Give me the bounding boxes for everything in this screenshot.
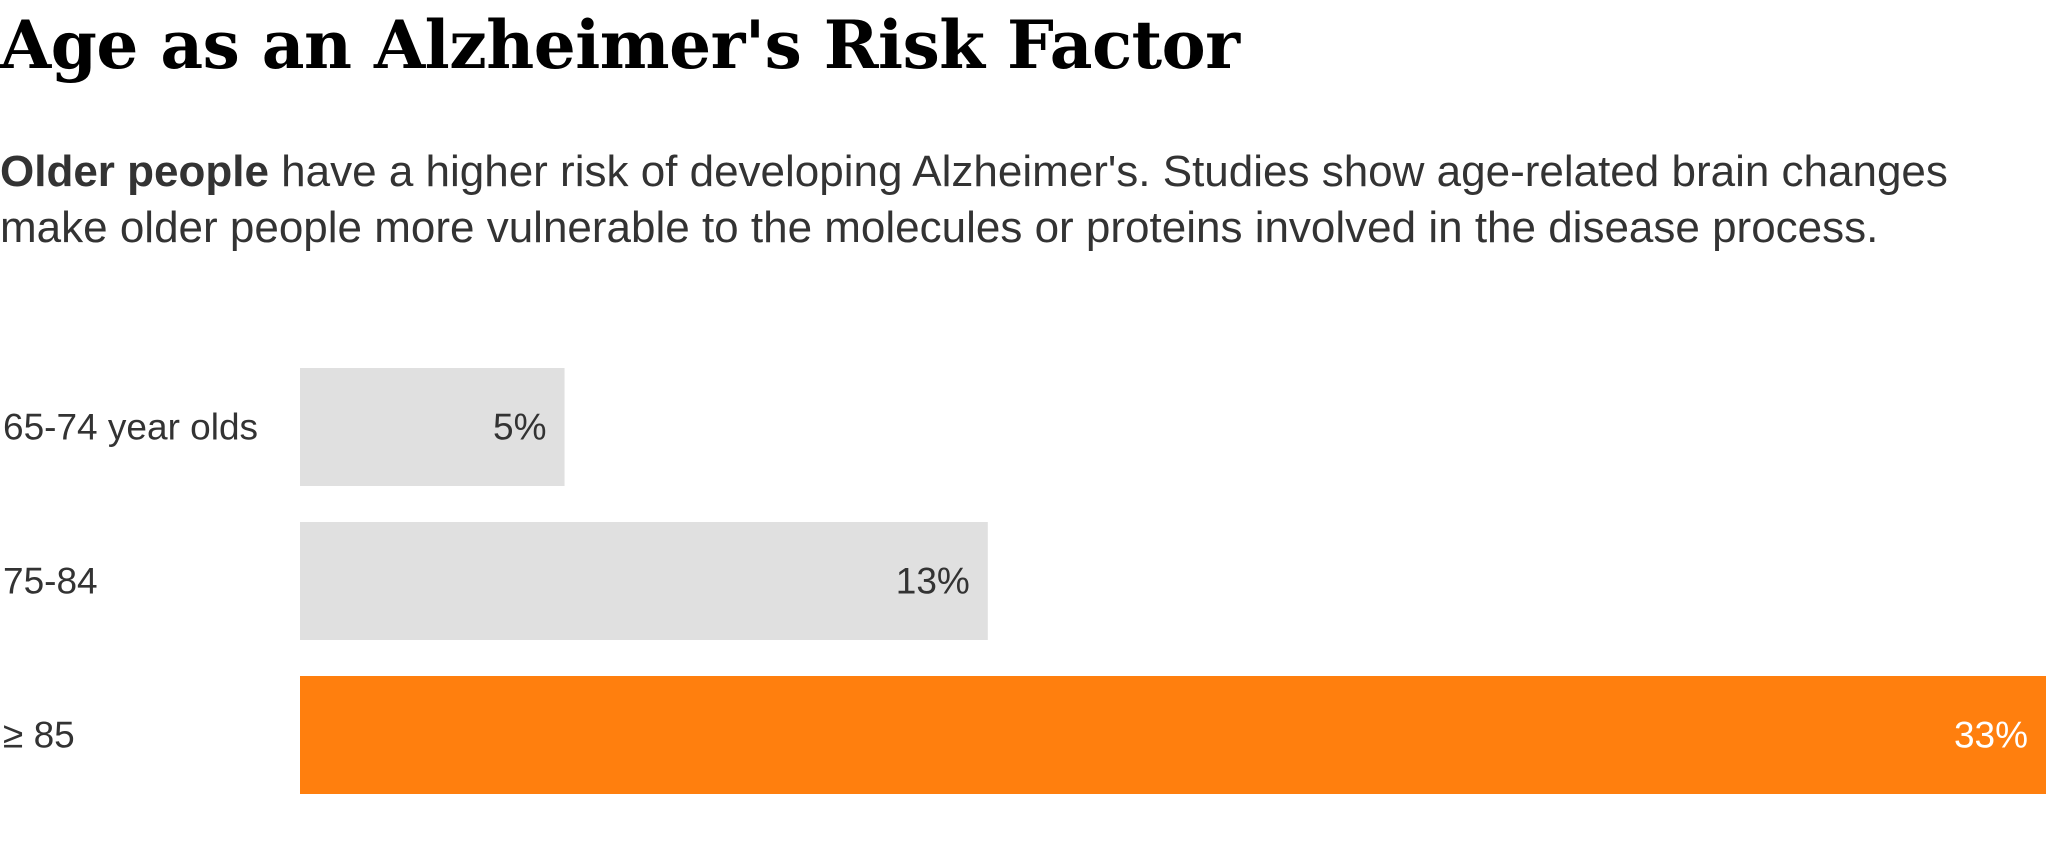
value-label: 13% (896, 561, 970, 602)
value-label: 33% (1954, 715, 2028, 756)
bar-chart: 65-74 year olds 5% 75-84 13% ≥ 85 33% (3, 368, 2046, 794)
category-label: 65-74 year olds (3, 407, 258, 448)
subtitle-text: have a higher risk of developing Alzheim… (0, 147, 1948, 252)
bar (300, 522, 988, 640)
chart-subtitle: Older people have a higher risk of devel… (0, 144, 1960, 256)
category-label: ≥ 85 (3, 715, 75, 756)
category-label: 75-84 (3, 561, 98, 602)
value-label: 5% (493, 407, 546, 448)
bar (300, 368, 565, 486)
page-title: Age as an Alzheimer's Risk Factor (0, 6, 1240, 84)
bar (300, 676, 2046, 794)
subtitle-lead: Older people (0, 147, 269, 196)
